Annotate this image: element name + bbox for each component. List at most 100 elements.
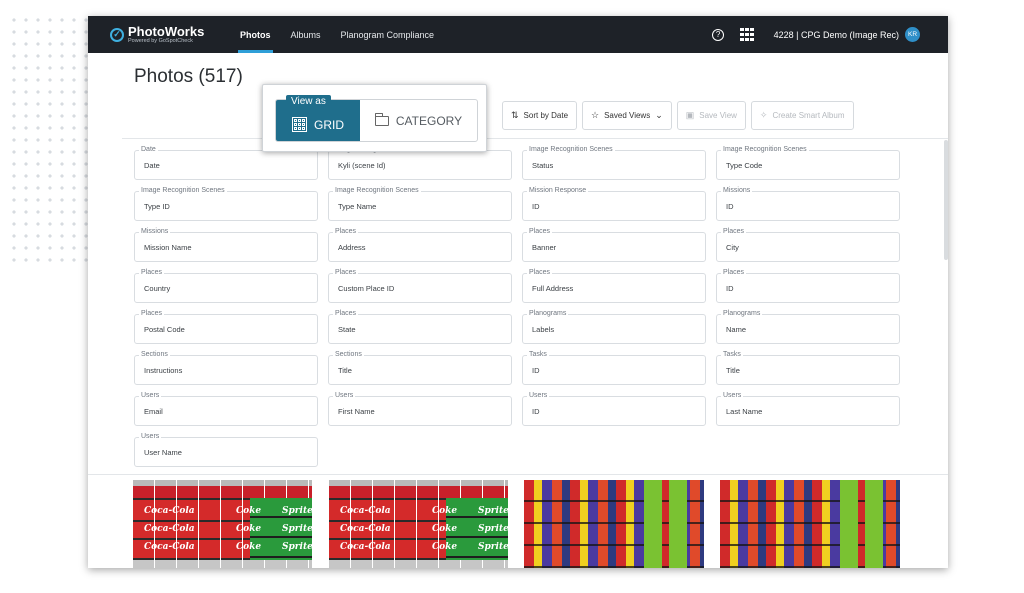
product-facing [840, 480, 858, 568]
filter-field[interactable]: Places State [328, 309, 512, 344]
checkmark-logo-icon: ✓ [110, 27, 124, 42]
create-smart-album-button[interactable]: ✧ Create Smart Album [750, 101, 854, 130]
account-name[interactable]: 4228 | CPG Demo (Image Rec) [773, 29, 899, 40]
filter-field[interactable]: Missions Mission Name [134, 227, 318, 262]
filter-group-label: Missions [721, 186, 753, 196]
filter-field[interactable]: Planograms Name [716, 309, 900, 344]
product-brand-label: Coke [236, 542, 262, 552]
filter-field-name: Postal Code [144, 325, 185, 334]
save-icon: ▣ [685, 110, 695, 120]
filter-field[interactable]: Tasks ID [522, 350, 706, 385]
filter-group-label: Image Recognition Scenes [721, 145, 809, 155]
filter-field-name: Title [726, 366, 740, 375]
grid-icon [292, 117, 307, 132]
product-brand-label: Coke [432, 542, 458, 552]
filter-group-label: Tasks [721, 350, 743, 360]
filter-field[interactable]: Image Recognition Scenes Status [522, 145, 706, 180]
star-icon: ☆ [591, 110, 600, 120]
filter-field[interactable]: Image Recognition Scenes Type Code [716, 145, 900, 180]
help-icon[interactable]: ? [712, 28, 725, 41]
filter-field[interactable]: Users User Name [134, 432, 318, 467]
filter-field-name: Name [726, 325, 747, 334]
photos-divider [88, 474, 948, 475]
filter-field-name: Kyli (scene Id) [338, 161, 386, 170]
product-facing [865, 480, 883, 568]
saved-views-label: Saved Views [604, 111, 651, 120]
filter-field-name: ID [532, 407, 540, 416]
product-brand-label: Coca-Cola [340, 506, 391, 516]
filter-field[interactable]: Places Postal Code [134, 309, 318, 344]
filter-field-name: Custom Place ID [338, 284, 395, 293]
product-facing [644, 480, 662, 568]
category-view-button[interactable]: CATEGORY [360, 100, 477, 141]
user-avatar[interactable]: KR [905, 27, 920, 42]
filter-field[interactable]: Users Email [134, 391, 318, 426]
filter-field[interactable]: Places Address [328, 227, 512, 262]
photo-thumbnail[interactable]: Coca-Cola Coke Sprite Coca-Cola Coke Sprite Co… [328, 480, 508, 568]
filter-field[interactable]: Image Recognition Scenes Type ID [134, 186, 318, 221]
filter-group-label: Date [139, 145, 158, 155]
nav-tab-albums[interactable]: Albums [290, 29, 321, 40]
nav-tab-planogram-compliance[interactable]: Planogram Compliance [340, 29, 435, 40]
filter-group-label: Places [721, 268, 747, 278]
photo-thumbnail[interactable] [524, 480, 704, 568]
save-view-label: Save View [699, 111, 737, 120]
sort-icon: ⇅ [511, 110, 519, 120]
main-nav: Photos Albums Planogram Compliance [230, 16, 444, 53]
product-brand-label: Coca-Cola [144, 542, 195, 552]
filter-field[interactable]: Users Last Name [716, 391, 900, 426]
filter-group-label: Sections [333, 350, 364, 360]
filter-field-name: ID [726, 284, 734, 293]
filter-field[interactable]: Places Custom Place ID [328, 268, 512, 303]
filter-field[interactable]: Date Date [134, 145, 318, 180]
category-label: CATEGORY [395, 113, 463, 128]
filter-field[interactable]: Users ID [522, 391, 706, 426]
product-brand-label: Sprite [478, 506, 508, 516]
save-view-button[interactable]: ▣ Save View [676, 101, 746, 130]
filter-group-label: Image Recognition Scenes [139, 186, 227, 196]
scrollbar[interactable] [944, 140, 948, 260]
filter-field-name: Title [338, 366, 352, 375]
filter-group-label: Missions [139, 227, 171, 237]
filter-field[interactable]: Places City [716, 227, 900, 262]
apps-grid-icon[interactable] [740, 27, 754, 42]
photo-thumbnail[interactable] [720, 480, 900, 568]
photo-thumbnail[interactable]: Coca-Cola Coke Sprite Coca-Cola Coke Sprite Co… [132, 480, 312, 568]
filter-field[interactable]: Image Recognition Scenes Type Name [328, 186, 512, 221]
app-name: PhotoWorks [128, 23, 205, 39]
filter-group-label: Users [139, 391, 162, 401]
filter-field-name: Instructions [144, 366, 183, 375]
filter-group-label: Places [139, 268, 165, 278]
app-logo[interactable]: ✓ PhotoWorks Powered by GoSpotCheck [110, 25, 230, 45]
filter-field[interactable]: Mission Response ID [522, 186, 706, 221]
filter-field[interactable]: Users First Name [328, 391, 512, 426]
top-navigation-bar: ✓ PhotoWorks Powered by GoSpotCheck Phot… [88, 16, 948, 53]
filter-group-label: Sections [139, 350, 170, 360]
sort-label: Sort by Date [523, 111, 569, 120]
filter-field[interactable]: Sections Title [328, 350, 512, 385]
filter-field[interactable]: Planograms Labels [522, 309, 706, 344]
product-brand-label: Coke [236, 524, 262, 534]
grid-label: GRID [314, 117, 344, 132]
filter-field[interactable]: Places Banner [522, 227, 706, 262]
filter-field[interactable]: Places Full Address [522, 268, 706, 303]
filter-group-label: Places [527, 227, 553, 237]
nav-tab-photos[interactable]: Photos [230, 16, 281, 53]
filter-field[interactable]: Places Country [134, 268, 318, 303]
filter-field-name: State [338, 325, 356, 334]
filter-field-name: ID [532, 202, 540, 211]
sort-button[interactable]: ⇅ Sort by Date [502, 101, 578, 130]
filter-field-name: Email [144, 407, 163, 416]
filter-field[interactable]: Places ID [716, 268, 900, 303]
filter-field[interactable]: Image Recognition ScenesKyli (scene Id) [328, 145, 512, 180]
filter-field-name: Date [144, 161, 160, 170]
view-as-label: View as [286, 95, 331, 108]
filter-field[interactable]: Tasks Title [716, 350, 900, 385]
app-window: ✓ PhotoWorks Powered by GoSpotCheck Phot… [88, 16, 948, 568]
saved-views-dropdown[interactable]: ☆ Saved Views ⌄ [582, 101, 672, 130]
product-brand-label: Coke [432, 524, 458, 534]
filter-field-name: ID [532, 366, 540, 375]
filter-field[interactable]: Sections Instructions [134, 350, 318, 385]
filter-group-label: Image Recognition Scenes [527, 145, 615, 155]
filter-field[interactable]: Missions ID [716, 186, 900, 221]
